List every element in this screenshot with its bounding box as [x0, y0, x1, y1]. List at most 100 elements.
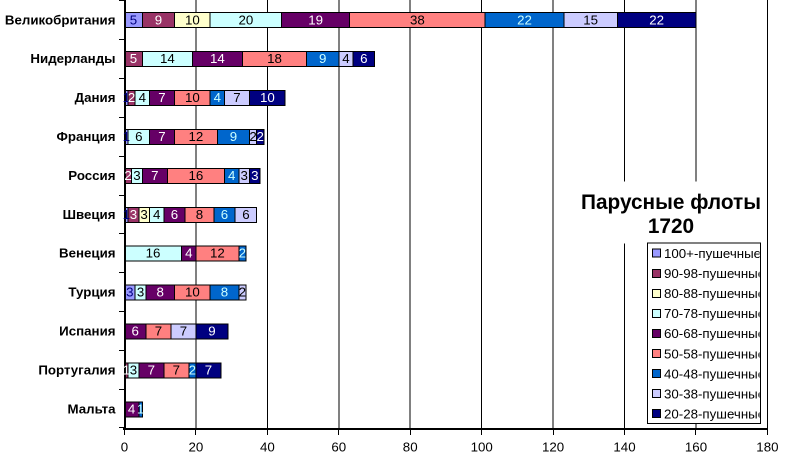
svg-text:7: 7 — [155, 324, 162, 339]
svg-text:3: 3 — [137, 285, 144, 300]
svg-text:7: 7 — [148, 362, 155, 377]
svg-text:140: 140 — [613, 440, 635, 455]
svg-text:50-58-пушечные: 50-58-пушечные — [664, 346, 765, 361]
svg-text:Великобритания: Великобритания — [5, 12, 116, 27]
svg-text:7: 7 — [158, 129, 165, 144]
svg-text:160: 160 — [685, 440, 707, 455]
svg-text:6: 6 — [135, 129, 142, 144]
svg-text:7: 7 — [173, 362, 180, 377]
svg-text:1: 1 — [123, 129, 130, 144]
svg-text:9: 9 — [208, 324, 215, 339]
svg-text:30-38-пушечные: 30-38-пушечные — [664, 386, 765, 401]
svg-text:Россия: Россия — [68, 168, 115, 183]
svg-text:10: 10 — [185, 285, 200, 300]
svg-text:4: 4 — [214, 90, 221, 105]
svg-text:5: 5 — [130, 51, 137, 66]
svg-text:Парусные флоты: Парусные флоты — [581, 191, 761, 214]
svg-text:9: 9 — [319, 51, 326, 66]
svg-text:1: 1 — [137, 401, 144, 416]
svg-text:6: 6 — [221, 207, 228, 222]
svg-text:7: 7 — [151, 168, 158, 183]
svg-text:2: 2 — [239, 246, 246, 261]
svg-text:Нидерланды: Нидерланды — [30, 51, 115, 66]
svg-text:15: 15 — [583, 12, 598, 27]
svg-text:0: 0 — [121, 440, 128, 455]
svg-text:Швеция: Швеция — [63, 207, 116, 222]
svg-text:120: 120 — [542, 440, 564, 455]
svg-text:7: 7 — [180, 324, 187, 339]
svg-text:3: 3 — [130, 207, 137, 222]
svg-text:3: 3 — [251, 168, 258, 183]
svg-text:10: 10 — [260, 90, 275, 105]
svg-text:3: 3 — [240, 168, 247, 183]
svg-text:3: 3 — [140, 207, 147, 222]
svg-text:Венеция: Венеция — [59, 246, 116, 261]
svg-text:7: 7 — [158, 90, 165, 105]
svg-text:20-28-пушечные: 20-28-пушечные — [664, 406, 765, 421]
svg-text:12: 12 — [189, 129, 204, 144]
svg-text:100+-пушечные: 100+-пушечные — [664, 246, 761, 261]
svg-text:12: 12 — [210, 246, 225, 261]
svg-text:180: 180 — [756, 440, 778, 455]
svg-text:3: 3 — [133, 168, 140, 183]
svg-text:14: 14 — [210, 51, 225, 66]
svg-text:8: 8 — [221, 285, 228, 300]
svg-text:9: 9 — [155, 12, 162, 27]
svg-text:8: 8 — [196, 207, 203, 222]
svg-text:40-48-пушечные: 40-48-пушечные — [664, 366, 765, 381]
svg-text:20: 20 — [239, 12, 254, 27]
svg-text:2: 2 — [124, 168, 131, 183]
svg-text:Португалия: Португалия — [38, 362, 115, 377]
svg-text:80: 80 — [403, 440, 418, 455]
svg-text:3: 3 — [126, 285, 133, 300]
svg-text:4: 4 — [185, 246, 192, 261]
svg-text:4: 4 — [153, 207, 160, 222]
svg-text:Франция: Франция — [56, 129, 115, 144]
svg-text:1: 1 — [123, 362, 130, 377]
svg-text:16: 16 — [146, 246, 161, 261]
svg-text:2: 2 — [249, 129, 256, 144]
svg-text:10: 10 — [185, 12, 200, 27]
svg-text:4: 4 — [139, 90, 146, 105]
svg-text:10: 10 — [185, 90, 200, 105]
svg-text:8: 8 — [157, 285, 164, 300]
svg-text:Турция: Турция — [68, 285, 115, 300]
svg-text:60: 60 — [331, 440, 346, 455]
svg-text:Дания: Дания — [75, 90, 116, 105]
svg-text:80-88-пушечные: 80-88-пушечные — [664, 286, 765, 301]
svg-text:2: 2 — [239, 285, 246, 300]
svg-text:9: 9 — [230, 129, 237, 144]
svg-text:22: 22 — [649, 12, 664, 27]
svg-text:3: 3 — [130, 362, 137, 377]
svg-text:90-98-пушечные: 90-98-пушечные — [664, 266, 765, 281]
svg-text:7: 7 — [205, 362, 212, 377]
svg-text:1: 1 — [123, 207, 130, 222]
svg-text:4: 4 — [342, 51, 349, 66]
svg-text:4: 4 — [128, 401, 135, 416]
svg-text:2: 2 — [257, 129, 264, 144]
svg-text:19: 19 — [308, 12, 323, 27]
svg-text:6: 6 — [132, 324, 139, 339]
svg-text:2: 2 — [189, 362, 196, 377]
svg-text:20: 20 — [189, 440, 204, 455]
svg-text:5: 5 — [130, 12, 137, 27]
svg-text:6: 6 — [171, 207, 178, 222]
svg-text:70-78-пушечные: 70-78-пушечные — [664, 306, 765, 321]
svg-text:7: 7 — [233, 90, 240, 105]
svg-text:2: 2 — [128, 90, 135, 105]
svg-text:1: 1 — [123, 90, 130, 105]
svg-text:18: 18 — [267, 51, 282, 66]
svg-text:Испания: Испания — [59, 324, 115, 339]
svg-text:22: 22 — [517, 12, 532, 27]
svg-text:38: 38 — [410, 12, 425, 27]
svg-text:100: 100 — [471, 440, 493, 455]
svg-text:6: 6 — [242, 207, 249, 222]
svg-text:60-68-пушечные: 60-68-пушечные — [664, 326, 765, 341]
svg-text:16: 16 — [189, 168, 204, 183]
svg-text:4: 4 — [228, 168, 235, 183]
svg-text:14: 14 — [160, 51, 175, 66]
svg-text:40: 40 — [260, 440, 275, 455]
svg-text:1720: 1720 — [648, 215, 694, 238]
svg-text:6: 6 — [360, 51, 367, 66]
svg-text:Мальта: Мальта — [68, 401, 117, 416]
